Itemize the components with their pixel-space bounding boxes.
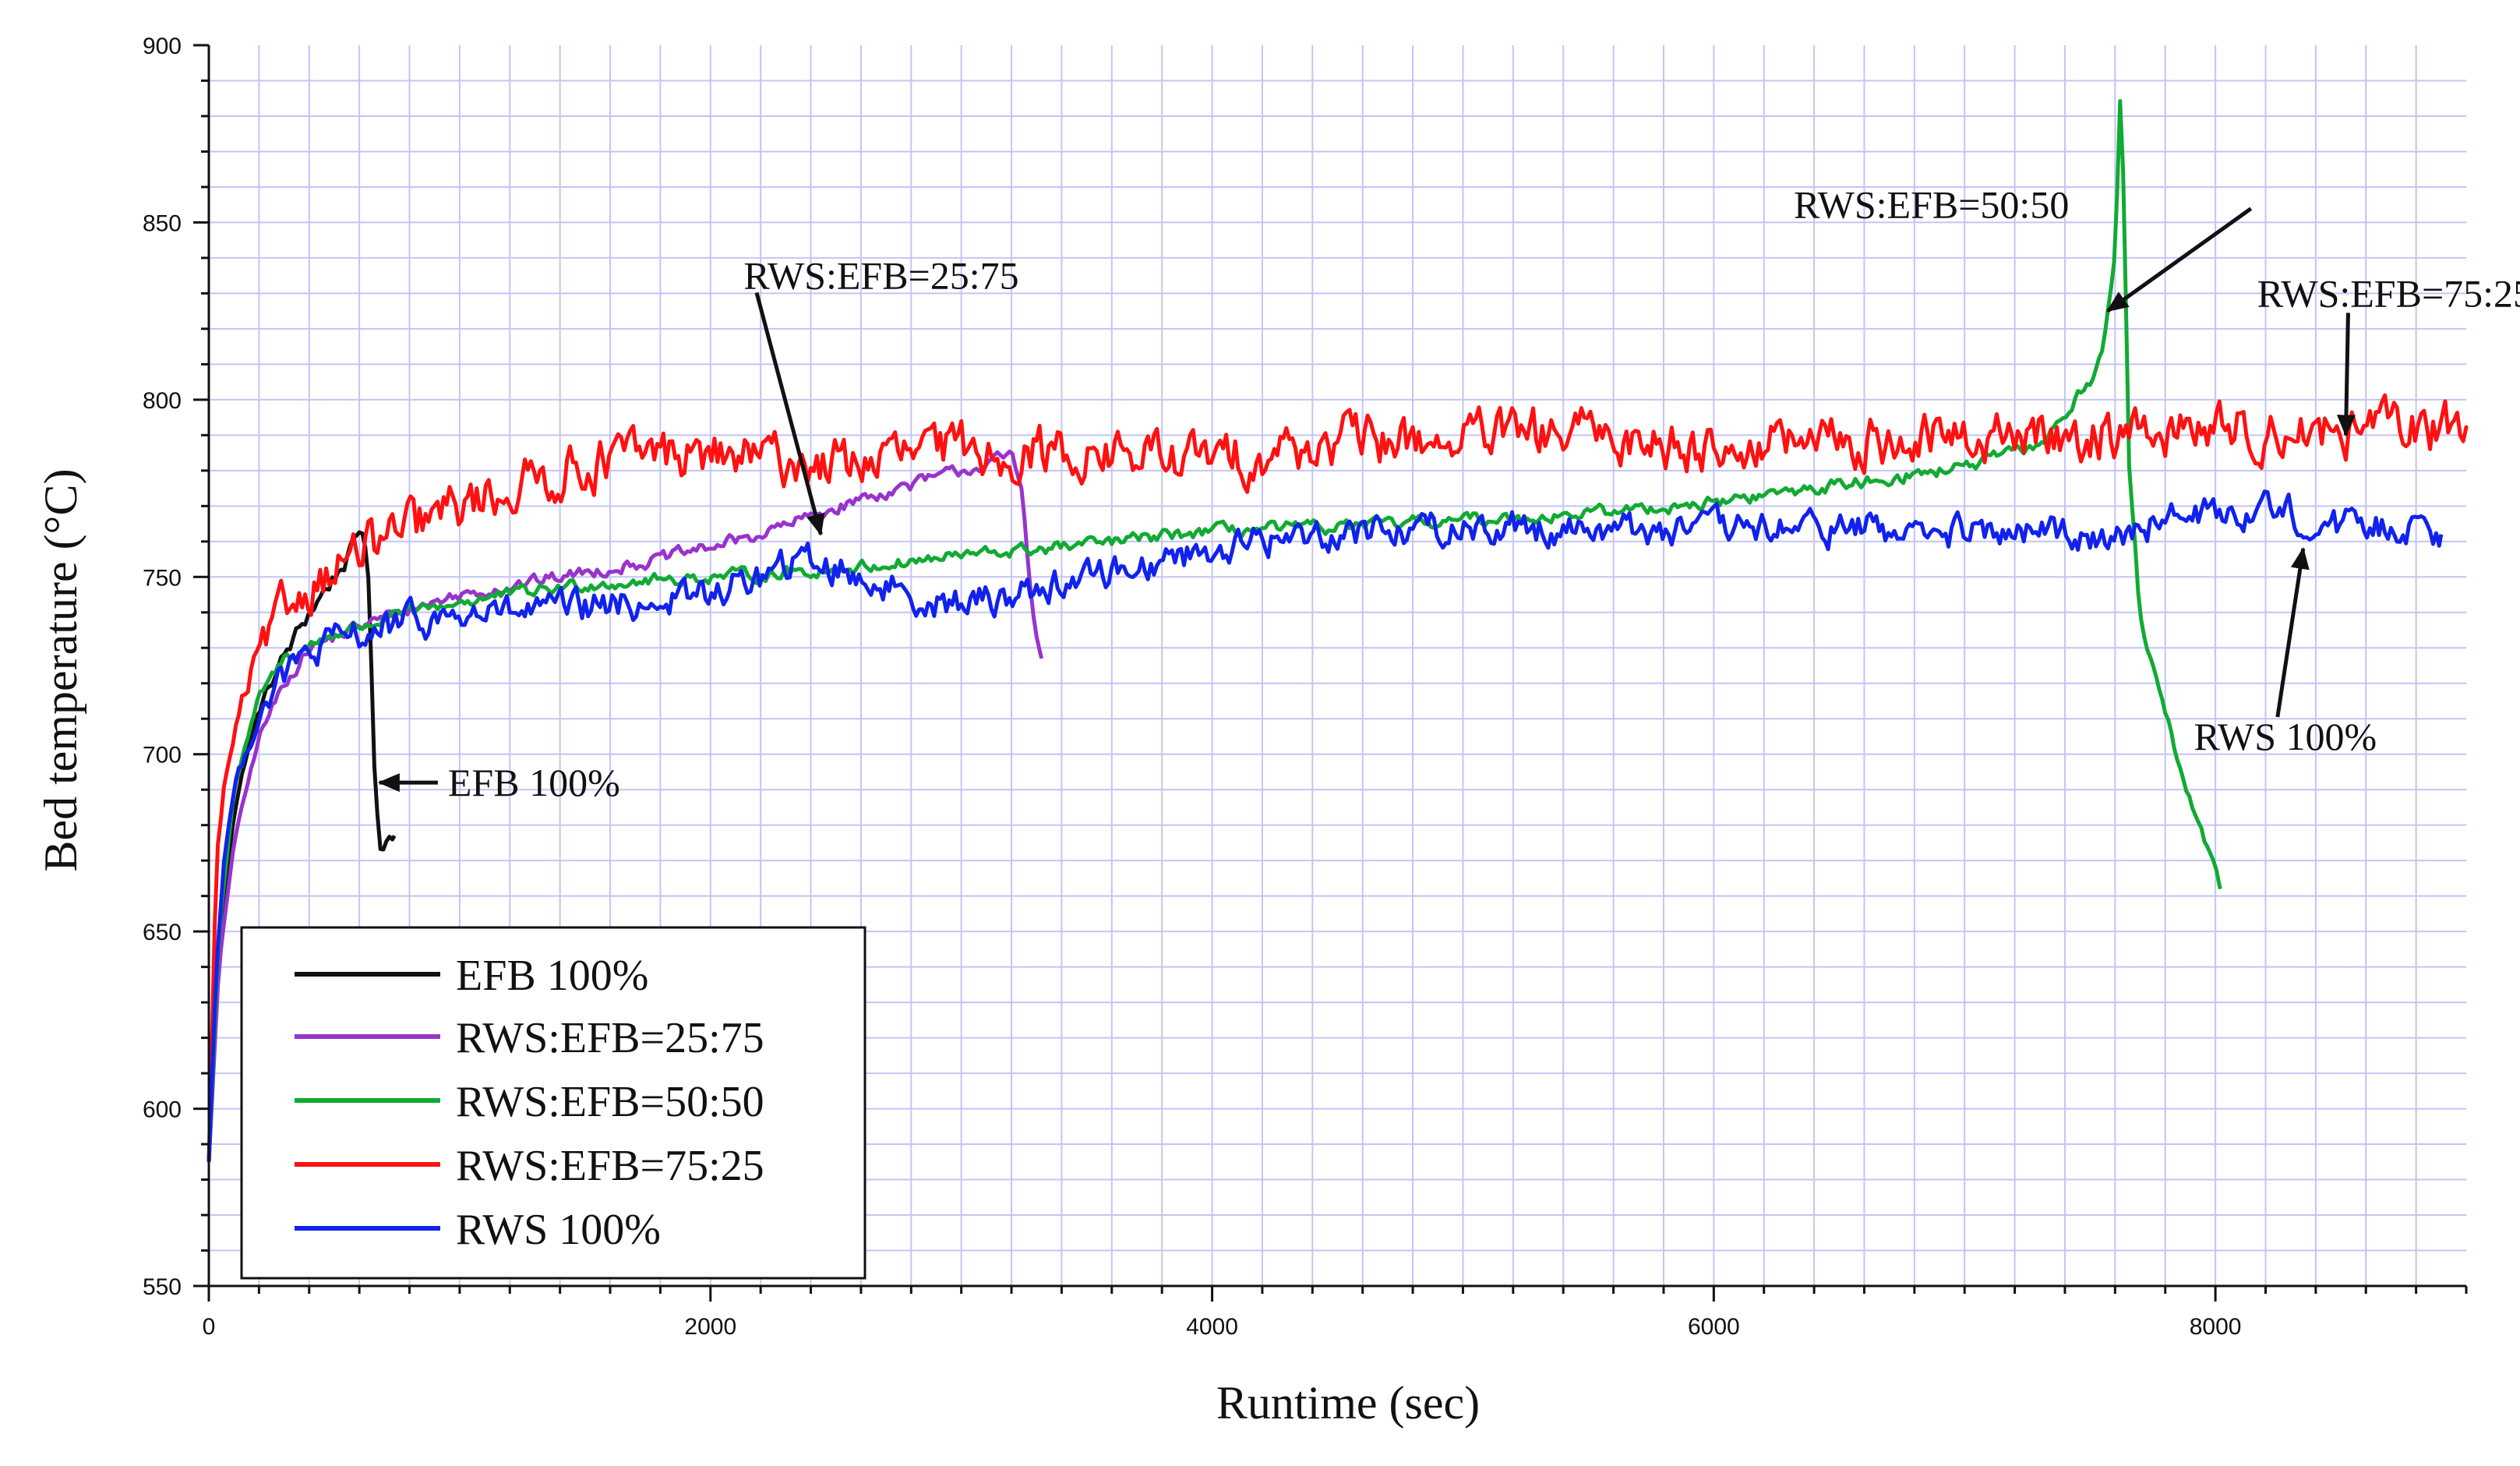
series-line-rws-100 xyxy=(206,489,2444,1162)
annotation-arrow-rws-efb-75-25 xyxy=(2336,313,2356,437)
annotation-arrow-rws-efb-25-75 xyxy=(754,291,825,536)
x-tick-label: 0 xyxy=(203,1314,216,1340)
legend-label-rws-100: RWS 100% xyxy=(456,1206,661,1254)
x-tick-label: 4000 xyxy=(1186,1314,1238,1340)
legend-label-rws-efb-75-25: RWS:EFB=75:25 xyxy=(456,1142,764,1190)
annotation-label-efb-100: EFB 100% xyxy=(448,761,620,804)
y-tick-label: 900 xyxy=(143,34,182,59)
y-tick-label: 600 xyxy=(143,1097,182,1123)
annotation-arrow-rws-100 xyxy=(2275,546,2310,718)
annotations: EFB 100% RWS:EFB=25:75 RWS:EFB=50:50 RWS:EF… xyxy=(377,183,2520,804)
legend: EFB 100% RWS:EFB=25:75 RWS:EFB=50:50 RWS… xyxy=(240,926,866,1280)
y-tick-label: 850 xyxy=(143,210,182,236)
y-axis-title: Bed temperature (°C) xyxy=(35,468,86,871)
y-tick-label: 800 xyxy=(143,388,182,414)
legend-label-rws-efb-25-75: RWS:EFB=25:75 xyxy=(456,1014,764,1062)
x-tick-label: 2000 xyxy=(684,1314,736,1340)
annotation-label-rws-100: RWS 100% xyxy=(2194,715,2377,758)
y-tick-label: 700 xyxy=(143,743,182,768)
axes: 0 2000 4000 6000 8000 550 600 650 700 750 800 850 90… xyxy=(143,34,2468,1340)
series-layer xyxy=(206,99,2469,1162)
series-line-rws-efb-75-25 xyxy=(206,393,2469,1162)
y-tick-label: 550 xyxy=(143,1274,182,1300)
annotation-label-rws-efb-75-25: RWS:EFB=75:25 xyxy=(2257,271,2520,315)
annotation-label-rws-efb-50-50: RWS:EFB=50:50 xyxy=(1794,183,2069,227)
annotation-arrow-rws-efb-50-50 xyxy=(2106,207,2253,313)
y-tick-label: 650 xyxy=(143,920,182,945)
y-tick-label: 750 xyxy=(143,565,182,591)
legend-label-rws-efb-50-50: RWS:EFB=50:50 xyxy=(456,1078,764,1126)
series-line-rws-efb-50-50 xyxy=(206,99,2222,1162)
x-tick-label: 6000 xyxy=(1688,1314,1740,1340)
annotation-label-rws-efb-25-75: RWS:EFB=25:75 xyxy=(743,253,1018,297)
legend-label-efb-100: EFB 100% xyxy=(456,952,648,1000)
x-axis-title: Runtime (sec) xyxy=(1216,1377,1480,1429)
x-tick-label: 8000 xyxy=(2190,1314,2242,1340)
